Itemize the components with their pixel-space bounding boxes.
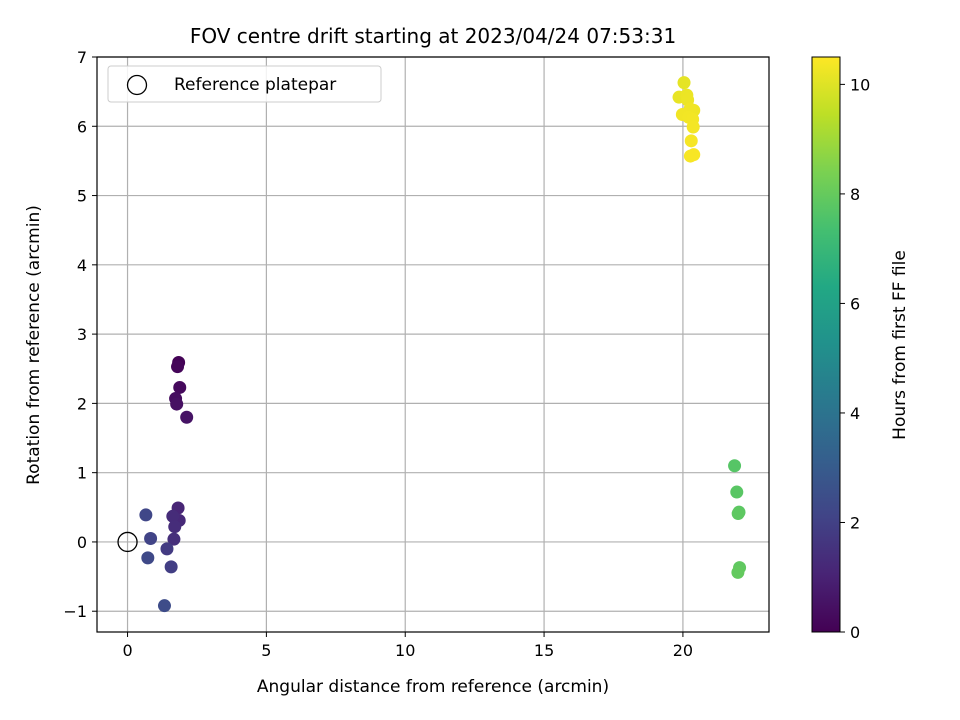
data-points — [139, 76, 747, 613]
data-point — [144, 531, 158, 545]
data-point — [731, 565, 745, 579]
legend-entry-reference: Reference platepar — [174, 75, 336, 95]
data-point — [730, 485, 744, 499]
data-point — [684, 134, 698, 148]
x-axis-ticks: 0 5 10 15 20 — [122, 632, 693, 660]
data-point — [141, 551, 155, 565]
data-point — [164, 560, 178, 574]
x-tick-label: 20 — [673, 641, 693, 660]
legend-box — [107, 65, 382, 103]
data-point — [168, 520, 182, 534]
y-axis-label: Rotation from reference (arcmin) — [24, 205, 44, 485]
data-point — [173, 380, 187, 394]
y-tick-label: 2 — [77, 394, 87, 413]
data-point — [731, 507, 745, 521]
y-tick-label: 4 — [77, 256, 87, 275]
data-point — [139, 508, 153, 522]
y-tick-label: 5 — [77, 187, 87, 206]
data-point — [180, 410, 194, 424]
colorbar-tick-label: 2 — [850, 513, 860, 532]
x-tick-label: 10 — [395, 641, 415, 660]
colorbar-tick-label: 0 — [850, 623, 860, 642]
data-point — [166, 509, 180, 523]
legend: Reference platepar — [107, 65, 382, 103]
chart-title: FOV centre drift starting at 2023/04/24 … — [190, 24, 676, 48]
colorbar-ticks: 0 2 4 6 8 10 — [840, 75, 870, 642]
data-point — [687, 148, 701, 162]
y-tick-label: 7 — [77, 48, 87, 67]
data-point — [686, 120, 700, 134]
colorbar-label: Hours from first FF file — [890, 250, 910, 440]
data-point — [157, 599, 171, 613]
data-point — [160, 542, 174, 556]
colorbar-tick-label: 4 — [850, 404, 860, 423]
x-axis-label: Angular distance from reference (arcmin) — [257, 677, 609, 697]
y-tick-label: 6 — [77, 117, 87, 136]
colorbar — [811, 56, 841, 633]
colorbar-tick-label: 8 — [850, 185, 860, 204]
x-tick-label: 5 — [261, 641, 271, 660]
data-point — [171, 360, 185, 374]
y-tick-label: −1 — [63, 602, 87, 621]
data-point — [167, 532, 181, 546]
y-tick-label: 3 — [77, 325, 87, 344]
data-point — [677, 76, 691, 90]
x-tick-label: 15 — [534, 641, 554, 660]
colorbar-tick-label: 6 — [850, 294, 860, 313]
colorbar-tick-label: 10 — [850, 75, 870, 94]
x-tick-label: 0 — [122, 641, 132, 660]
reference-marker-layer — [117, 531, 138, 553]
y-tick-label: 0 — [77, 533, 87, 552]
data-point — [170, 397, 184, 411]
plot-frame — [96, 56, 770, 633]
y-tick-label: 1 — [77, 464, 87, 483]
legend-marker-reference — [126, 74, 148, 96]
data-point — [728, 459, 742, 473]
y-axis-ticks: −1 0 1 2 3 4 5 6 7 — [63, 48, 97, 621]
reference-platepar-marker — [117, 531, 138, 553]
